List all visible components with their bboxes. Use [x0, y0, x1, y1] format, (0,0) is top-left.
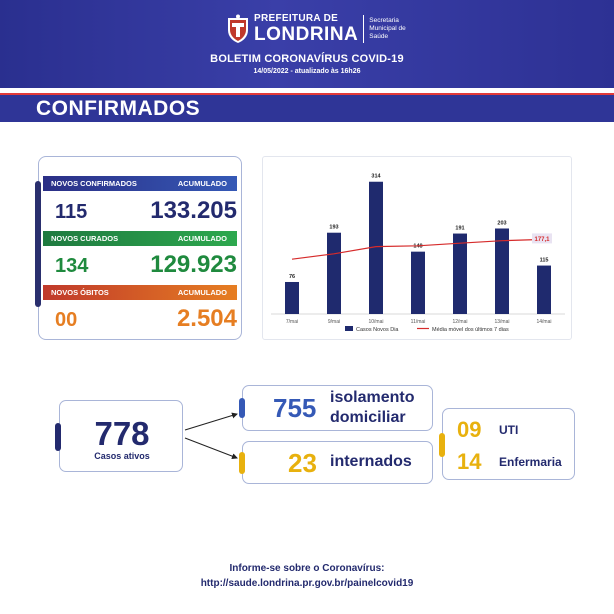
bar-6: [537, 265, 551, 314]
hospital-breakdown-card: 09 UTI 14 Enfermaria: [439, 408, 575, 480]
split-arrows: [184, 412, 238, 460]
recovered-new: 134: [55, 255, 89, 277]
active-accent-bar: [55, 423, 61, 451]
bar-4: [453, 233, 467, 314]
hospitalized-number: 23: [288, 448, 317, 478]
brand-logo: PREFEITURA DE LONDRINA Secretaria Munici…: [226, 12, 421, 46]
confirmed-total: 133.205: [150, 197, 237, 224]
bar-value-label-2: 314: [371, 174, 381, 180]
bar-5: [495, 228, 509, 314]
brand-subtitle: Secretaria Municipal de Saúde: [369, 17, 406, 40]
isolation-label-line2: domiciliar: [330, 409, 406, 426]
x-tick-label-0: 7/mai: [286, 319, 298, 325]
brand-divider: [363, 15, 365, 43]
confirmed-new: 115: [55, 201, 88, 223]
deaths-label: NOVOS ÓBITOS: [51, 288, 109, 297]
bar-value-label-0: 76: [289, 274, 295, 280]
legend-bar-label: Casos Novos Dia: [356, 327, 399, 333]
x-tick-label-3: 11/mai: [411, 319, 426, 325]
cases-chart: 76 7/mai 193 9/mai 314 10/mai 148 11/mai 191 12/m…: [271, 174, 565, 333]
deaths-new: 00: [55, 309, 78, 331]
ward-label: Enfermaria: [499, 455, 562, 469]
hospital-accent-bar: [439, 433, 445, 457]
x-tick-label-5: 13/mai: [494, 319, 509, 325]
hospitalized-label: internados: [330, 453, 412, 470]
recovered-header: NOVOS CURADOS ACUMULADO: [43, 231, 237, 246]
deaths-header: NOVOS ÓBITOS ACUMULADO: [43, 285, 237, 300]
legend-line-label: Média móvel dos últimos 7 dias: [432, 327, 509, 333]
recovered-acc-label: ACUMULADO: [177, 234, 227, 243]
bar-value-label-1: 193: [329, 225, 338, 231]
bar-3: [411, 251, 425, 314]
legend-bar-swatch: [345, 326, 353, 331]
x-tick-label-6: 14/mai: [536, 319, 551, 325]
active-cases-label: Casos ativos: [94, 451, 150, 461]
brand-name: LONDRINA: [254, 24, 359, 45]
moving-average-annotation: 177,1: [534, 237, 550, 243]
brand-top-text: PREFEITURA DE: [254, 13, 339, 24]
moving-average-line: [291, 238, 545, 260]
footer-link[interactable]: http://saude.londrina.pr.gov.br/painelco…: [200, 578, 414, 589]
bar-value-label-4: 191: [455, 226, 464, 232]
city-crest-icon: [226, 14, 250, 44]
x-tick-label-1: 9/mai: [328, 319, 340, 325]
bar-value-label-3: 148: [413, 244, 422, 250]
isolation-card: 755 isolamento domiciliar: [239, 385, 433, 431]
stats-accent-bar: [35, 181, 41, 307]
bar-value-label-5: 203: [497, 220, 506, 226]
x-tick-label-4: 12/mai: [452, 319, 467, 325]
ward-number: 14: [457, 449, 482, 474]
isolation-number: 755: [273, 393, 317, 423]
hospitalized-accent-bar: [239, 452, 245, 474]
recovered-total: 129.923: [150, 251, 237, 278]
active-cases-number: 778: [94, 415, 150, 452]
isolation-accent-bar: [239, 398, 245, 418]
cases-chart-card: 76 7/mai 193 9/mai 314 10/mai 148 11/mai 191 12/m…: [262, 156, 572, 340]
header: PREFEITURA DE LONDRINA Secretaria Munici…: [0, 0, 614, 88]
bar-1: [327, 232, 341, 314]
uti-number: 09: [457, 417, 482, 442]
confirmed-label: NOVOS CONFIRMADOS: [51, 179, 137, 188]
x-tick-label-2: 10/mai: [368, 319, 383, 325]
deaths-total: 2.504: [176, 305, 237, 332]
confirmed-acc-label: ACUMULADO: [177, 179, 227, 188]
deaths-acc-label: ACUMULADO: [177, 288, 227, 297]
isolation-label-line1: isolamento: [330, 389, 415, 406]
bulletin-date: 14/05/2022 - atualizado às 16h26: [253, 68, 361, 75]
hospitalized-card: 23 internados: [239, 441, 433, 484]
section-title: CONFIRMADOS: [36, 97, 201, 120]
footer-info: Informe-se sobre o Coronavírus:: [229, 563, 385, 574]
isolation-label: isolamento domiciliar: [330, 388, 414, 428]
bar-value-label-6: 115: [540, 258, 549, 264]
stats-card: NOVOS CONFIRMADOS ACUMULADO 115 133.205 …: [35, 156, 242, 340]
arrow-to-hospitalized: [184, 437, 238, 460]
active-cases-card: 778 Casos ativos: [55, 400, 183, 472]
bulletin-title: BOLETIM CORONAVÍRUS COVID-19: [210, 53, 404, 65]
section-banner: CONFIRMADOS: [0, 93, 614, 122]
bar-0: [285, 281, 299, 314]
uti-label: UTI: [499, 423, 519, 437]
arrow-to-isolation: [184, 412, 238, 431]
bar-2: [369, 181, 383, 314]
moving-average-tag: [532, 233, 552, 244]
confirmed-header: NOVOS CONFIRMADOS ACUMULADO: [43, 176, 237, 191]
recovered-label: NOVOS CURADOS: [51, 234, 119, 243]
